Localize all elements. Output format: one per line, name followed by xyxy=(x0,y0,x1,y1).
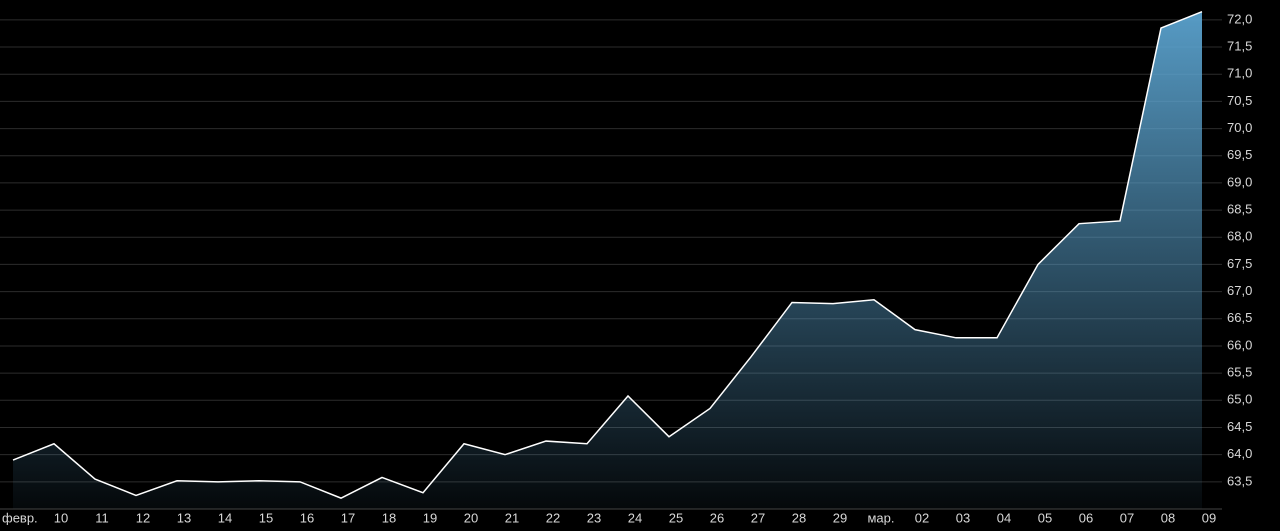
y-tick-label: 65,5 xyxy=(1227,365,1252,380)
y-tick-label: 67,5 xyxy=(1227,256,1252,271)
x-tick-label: 11 xyxy=(95,510,109,525)
x-tick-label: 09 xyxy=(1202,510,1216,525)
x-tick-label: 18 xyxy=(382,510,396,525)
x-tick-label: мар. xyxy=(867,510,894,525)
x-tick-label: 22 xyxy=(546,510,560,525)
y-tick-label: 69,5 xyxy=(1227,147,1252,162)
x-tick-label: 16 xyxy=(300,510,314,525)
x-tick-label: 23 xyxy=(587,510,601,525)
x-tick-label: 26 xyxy=(710,510,724,525)
y-tick-label: 68,5 xyxy=(1227,202,1252,217)
y-tick-label: 72,0 xyxy=(1227,11,1252,26)
y-tick-label: 67,0 xyxy=(1227,283,1252,298)
x-tick-label: 14 xyxy=(218,510,232,525)
y-tick-label: 70,5 xyxy=(1227,93,1252,108)
month-label: февр. xyxy=(2,510,38,525)
y-tick-label: 68,0 xyxy=(1227,229,1252,244)
y-tick-label: 65,0 xyxy=(1227,392,1252,407)
x-tick-label: 05 xyxy=(1038,510,1052,525)
y-tick-label: 71,0 xyxy=(1227,66,1252,81)
y-tick-label: 66,5 xyxy=(1227,310,1252,325)
x-tick-label: 13 xyxy=(177,510,191,525)
area xyxy=(13,11,1202,510)
y-tick-label: 70,0 xyxy=(1227,120,1252,135)
x-tick-label: 06 xyxy=(1079,510,1093,525)
x-tick-label: 21 xyxy=(505,510,519,525)
x-tick-label: 15 xyxy=(259,510,273,525)
y-tick-label: 63,5 xyxy=(1227,473,1252,488)
y-tick-label: 64,0 xyxy=(1227,446,1252,461)
x-tick-label: 02 xyxy=(915,510,929,525)
x-tick-label: 29 xyxy=(833,510,847,525)
x-tick-label: 03 xyxy=(956,510,970,525)
x-tick-label: 12 xyxy=(136,510,150,525)
x-tick-label: 27 xyxy=(751,510,765,525)
x-tick-label: 19 xyxy=(423,510,437,525)
x-tick-label: 07 xyxy=(1120,510,1134,525)
x-tick-label: 25 xyxy=(669,510,683,525)
x-tick-label: 24 xyxy=(628,510,642,525)
x-tick-label: 10 xyxy=(54,510,68,525)
x-tick-label: 17 xyxy=(341,510,355,525)
line xyxy=(12,11,1203,499)
x-tick-label: 20 xyxy=(464,510,478,525)
y-tick-label: 69,0 xyxy=(1227,174,1252,189)
x-tick-label: 28 xyxy=(792,510,806,525)
x-tick-label: 08 xyxy=(1161,510,1175,525)
y-tick-label: 71,5 xyxy=(1227,38,1252,53)
y-tick-label: 64,5 xyxy=(1227,419,1252,434)
x-tick-label: 04 xyxy=(997,510,1011,525)
y-tick-label: 66,0 xyxy=(1227,337,1252,352)
